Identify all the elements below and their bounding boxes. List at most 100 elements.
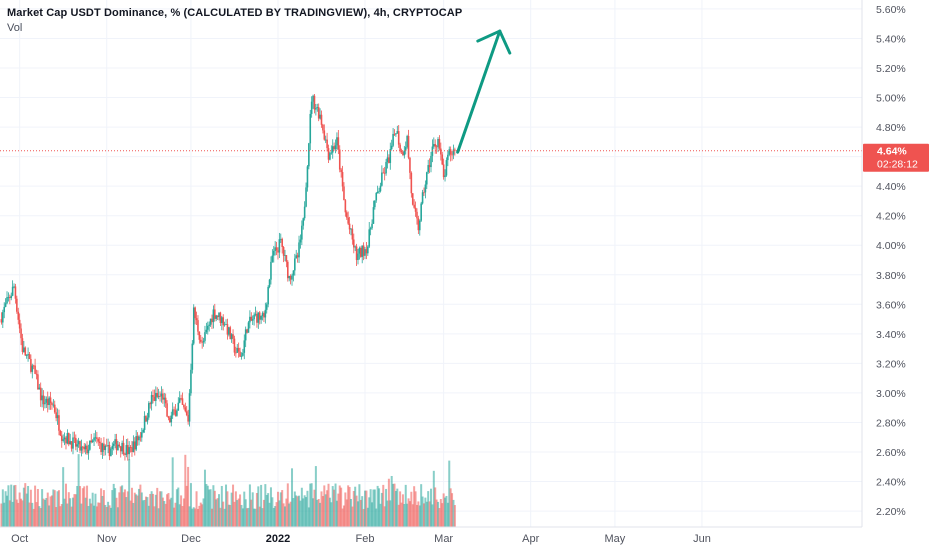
volume-bar [199, 502, 202, 527]
candle-body [254, 313, 257, 315]
candle-body [350, 228, 352, 230]
volume-bar [407, 498, 410, 527]
volume-bar [149, 493, 152, 527]
volume-bar [147, 505, 150, 527]
volume-bar [223, 508, 226, 527]
volume-bar [32, 508, 35, 527]
volume-bar [60, 504, 63, 527]
candle-body [316, 107, 319, 109]
volume-bar [73, 494, 76, 527]
candle-body [41, 395, 43, 401]
volume-bar [404, 484, 407, 527]
volume-bar [375, 508, 378, 527]
candle-body [125, 445, 128, 455]
volume-bar [159, 491, 162, 527]
volume-bar [309, 483, 312, 527]
candle-body [397, 131, 400, 145]
volume-bar [236, 500, 239, 527]
candle-body [310, 101, 313, 114]
volume-bar [321, 496, 324, 527]
candle-body [308, 143, 310, 167]
candle-body [13, 286, 15, 288]
candle-body [205, 329, 208, 333]
arrow-shaft[interactable] [456, 29, 502, 154]
time-tick-label: Dec [181, 533, 201, 545]
candle-body [174, 410, 177, 416]
volume-bar [276, 491, 279, 527]
volume-bar [142, 500, 145, 527]
candle-body [343, 186, 345, 201]
candle-body [218, 312, 220, 318]
candle-body [94, 437, 97, 439]
volume-bar [372, 489, 375, 527]
candle-body [371, 223, 373, 229]
volume-bar [213, 490, 216, 527]
volume-indicator-label[interactable]: Vol [7, 22, 23, 34]
candle-body [126, 445, 129, 455]
projection-arrow[interactable] [456, 29, 512, 154]
candle-body [169, 417, 171, 423]
candle-body [410, 172, 413, 194]
volume-bar [349, 498, 352, 527]
volume-bar [420, 484, 423, 527]
volume-bar [410, 491, 413, 527]
candle-body [136, 436, 139, 441]
candle-body [152, 395, 154, 397]
arrow-head[interactable] [476, 29, 512, 55]
volume-bar [303, 495, 306, 527]
price-tick-label: 4.80% [876, 122, 906, 134]
candle-body [118, 444, 121, 447]
volume-bar [246, 508, 249, 527]
candle-body [45, 398, 48, 403]
candle-body [315, 108, 317, 110]
time-axis[interactable]: Oct Nov Dec 2022 Feb Mar Apr May Jun [0, 526, 862, 550]
time-tick-label: Oct [11, 533, 28, 545]
candle-body [107, 445, 109, 447]
candle-body [261, 313, 264, 316]
candle-body [251, 319, 254, 321]
volume-bar [288, 503, 291, 527]
volume-bar [417, 501, 420, 527]
candle-body [284, 255, 286, 256]
volume-bar [63, 498, 66, 527]
candle-body [148, 403, 150, 418]
volume-bar [449, 488, 452, 527]
volume-bar [368, 497, 371, 527]
volume-bar [314, 466, 317, 527]
candle-body [424, 184, 427, 193]
volume-bar [451, 493, 454, 527]
candle-body [275, 247, 278, 251]
candle-body [117, 444, 119, 451]
volume-bar [152, 493, 155, 527]
candle-body [388, 157, 390, 163]
candle-body [157, 395, 160, 397]
volume-bar [76, 486, 79, 527]
candle-body [119, 446, 122, 452]
volume-bar [150, 491, 153, 527]
candle-body [331, 146, 334, 153]
time-tick-label: May [605, 533, 626, 545]
volume-bar [435, 499, 438, 527]
volume-bar [0, 503, 3, 527]
volume-bar [209, 489, 212, 527]
badge-countdown: 02:28:12 [877, 159, 918, 171]
candle-body [413, 204, 415, 208]
volume-bar [316, 499, 319, 527]
volume-bar [170, 497, 173, 527]
volume-bar [90, 503, 93, 527]
price-axis[interactable]: 5.60%5.40%5.20%5.00%4.80%4.60%4.40%4.20%… [861, 0, 932, 550]
volume-bar [101, 495, 104, 527]
candle-body [162, 393, 164, 400]
volume-bar [445, 495, 448, 527]
candle-body [226, 324, 229, 335]
candle-body [65, 437, 67, 444]
candle-body [341, 172, 344, 187]
candle-body [77, 441, 80, 445]
candle-body [35, 373, 38, 375]
candle-body [197, 320, 199, 332]
volume-bar [118, 492, 121, 527]
candle-body [444, 175, 446, 178]
volume-bar [427, 491, 430, 527]
